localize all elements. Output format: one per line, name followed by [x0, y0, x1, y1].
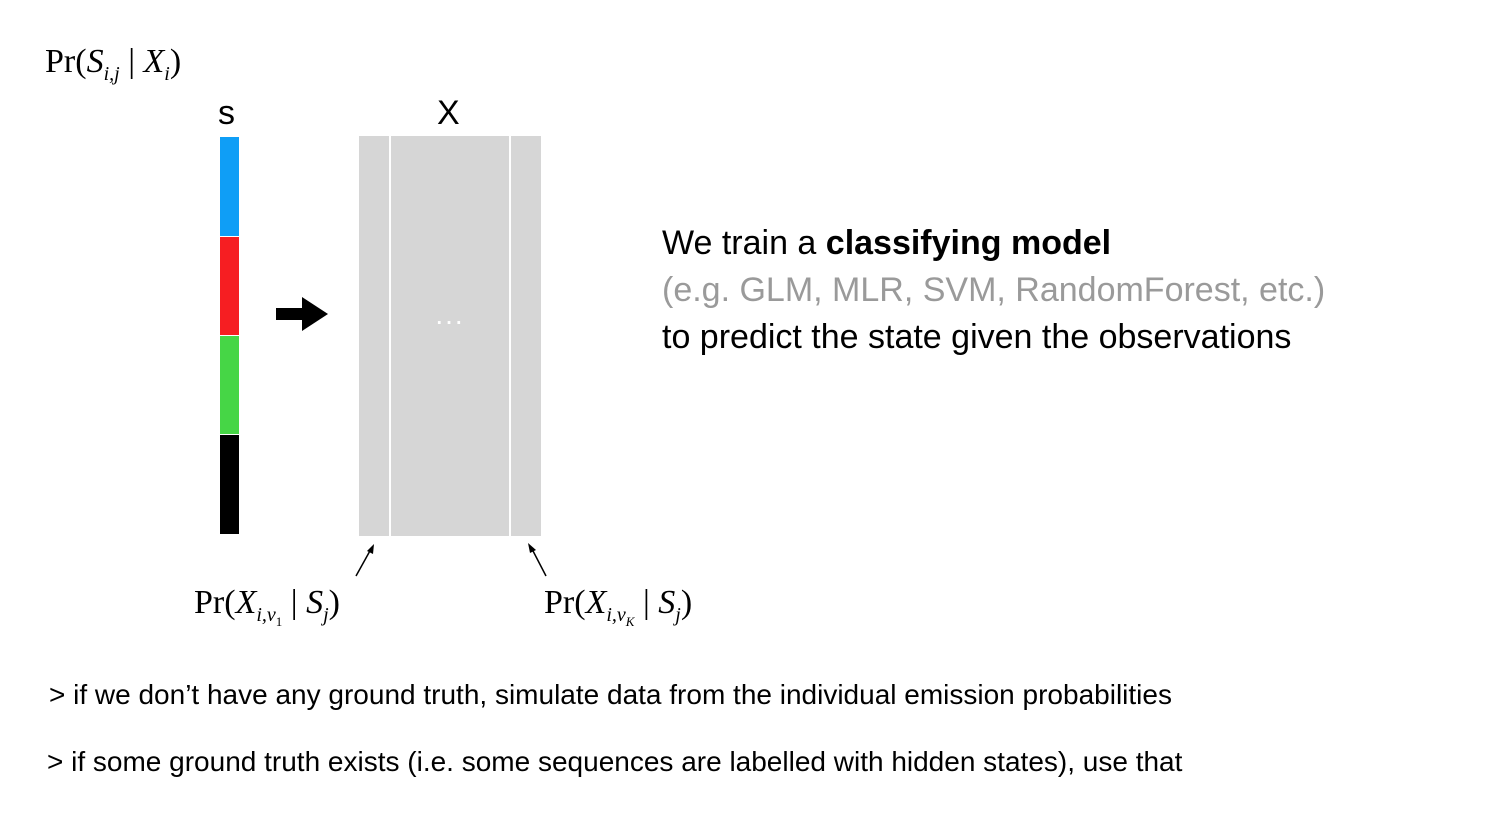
bullet-no-ground-truth: > if we don’t have any ground truth, sim…: [49, 679, 1172, 710]
state-segment-4: [220, 435, 239, 534]
observation-matrix: ...: [359, 136, 541, 536]
matrix-column-divider: [389, 136, 391, 536]
posterior-probability-label: Pr(Si,j | Xi): [45, 43, 182, 85]
observation-matrix-label: X: [437, 94, 460, 132]
matrix-ellipsis: ...: [435, 299, 465, 330]
state-segment-2: [220, 237, 239, 335]
emission-probability-first: Pr(Xi,v1 | Sj): [194, 584, 340, 629]
state-segment-1: [220, 137, 239, 236]
state-segment-3: [220, 336, 239, 434]
matrix-column-divider: [509, 136, 511, 536]
description-line-2: (e.g. GLM, MLR, SVM, RandomForest, etc.): [662, 271, 1326, 309]
emission-probability-last: Pr(Xi,vK | Sj): [544, 584, 693, 629]
description-line-1: We train a classifying model: [662, 224, 1112, 262]
description-line-3: to predict the state given the observati…: [662, 318, 1292, 356]
state-column-label: s: [218, 94, 235, 132]
bullet-ground-truth-exists: > if some ground truth exists (i.e. some…: [47, 746, 1183, 777]
pointer-arrow-last-column: [528, 543, 547, 577]
pointer-arrow-first-column: [355, 544, 374, 577]
right-arrow-icon: [276, 297, 328, 331]
model-description: We train a classifying model (e.g. GLM, …: [662, 220, 1325, 361]
